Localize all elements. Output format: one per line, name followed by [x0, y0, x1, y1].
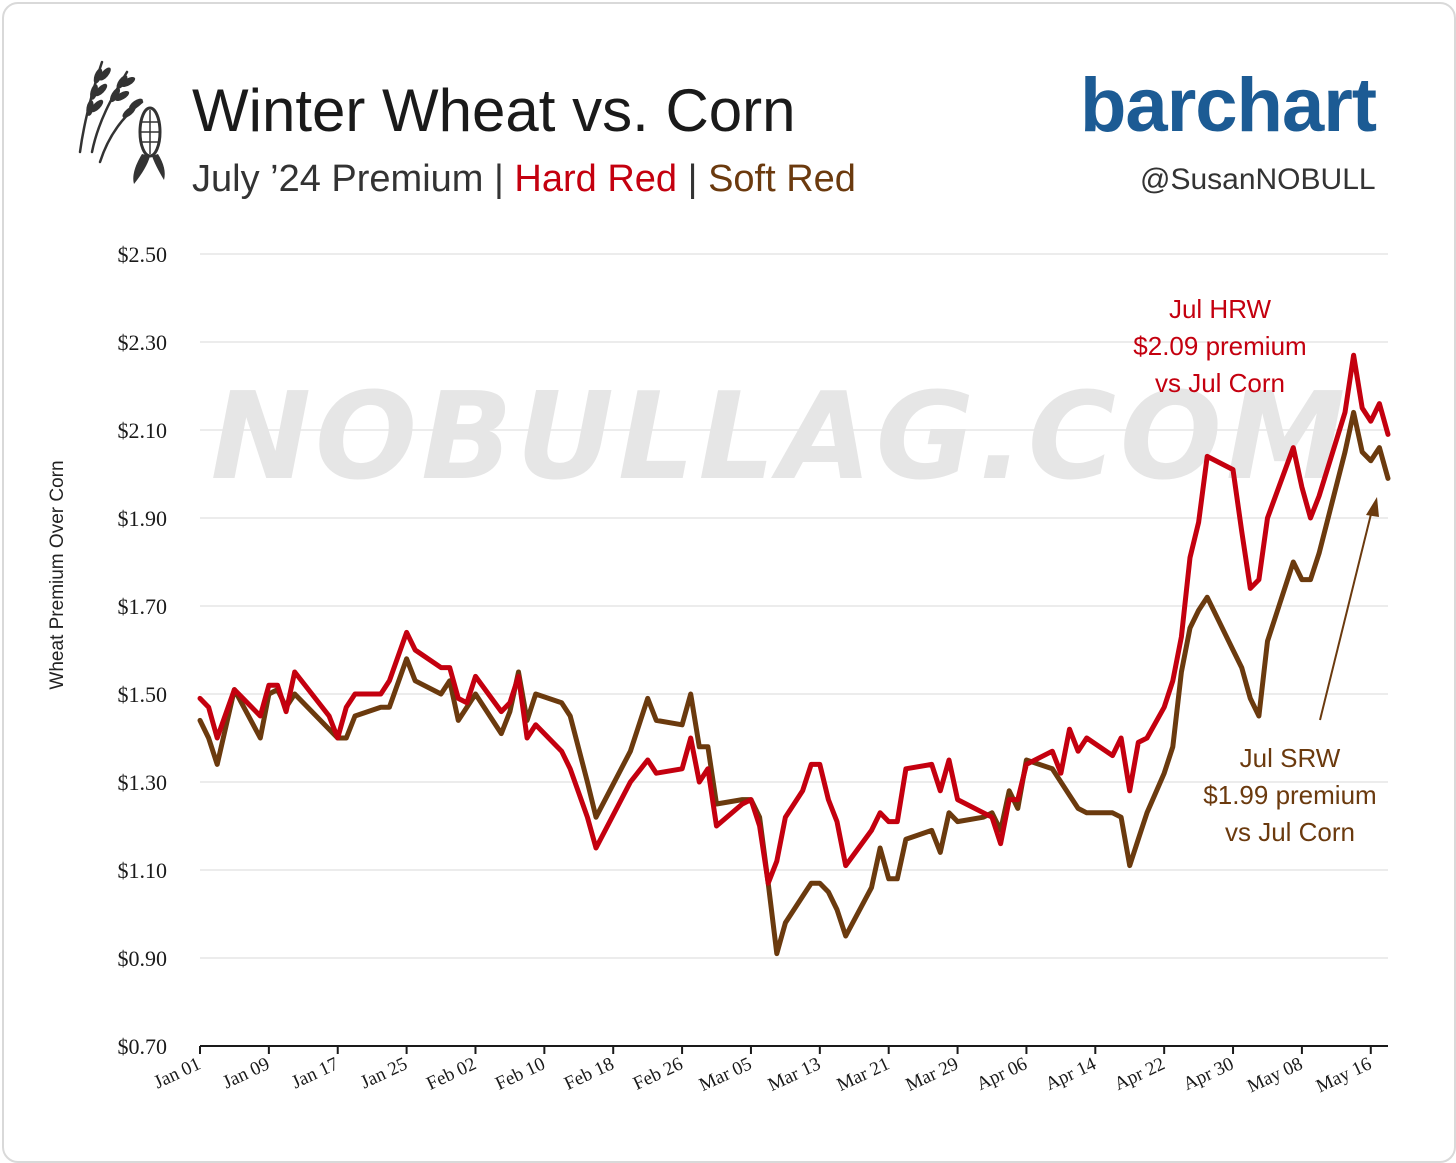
x-axis: Jan 01 Jan 09 Jan 17 Jan 25 Feb 02 Feb 10 Feb … [151, 1045, 1388, 1097]
hrw-annotation-label: Jul HRW [1169, 294, 1272, 324]
hrw-annotation-vs: vs Jul Corn [1155, 368, 1285, 398]
y-axis-label: Wheat Premium Over Corn [47, 460, 68, 689]
x-tick-label: Apr 14 [1042, 1053, 1100, 1095]
chart-title: Winter Wheat vs. Corn [192, 77, 796, 144]
subtitle-separator: | [687, 158, 698, 200]
x-tick-label: Feb 10 [492, 1053, 548, 1094]
y-tick-label: $0.70 [118, 1034, 168, 1059]
srw-annotation-label: Jul SRW [1240, 743, 1341, 773]
chart-subtitle: July ’24 Premium | Hard Red | Soft Red [192, 158, 856, 201]
x-tick-label: Apr 06 [973, 1053, 1030, 1095]
x-tick-label: Apr 22 [1111, 1053, 1168, 1095]
series-line-soft-red [197, 409, 1391, 957]
x-tick-label: Jan 09 [220, 1053, 273, 1093]
srw-annotation-vs: vs Jul Corn [1225, 817, 1355, 847]
srw-annotation: Jul SRW $1.99 premium vs Jul Corn [1203, 497, 1379, 847]
srw-annotation-arrowhead [1366, 497, 1379, 517]
x-tick-label: Mar 05 [696, 1053, 755, 1095]
x-tick-label: Jan 25 [357, 1053, 410, 1093]
x-tick-label: Mar 13 [765, 1053, 824, 1095]
y-tick-label: $1.90 [118, 506, 168, 531]
srw-annotation-arrow [1319, 509, 1373, 721]
x-tick-label: Apr 30 [1180, 1053, 1237, 1095]
x-tick-label: Feb 02 [423, 1053, 479, 1094]
series-line-hard-red [197, 352, 1391, 886]
y-tick-label: $2.10 [118, 418, 168, 443]
x-tick-label: Mar 21 [834, 1053, 893, 1095]
wheat-and-corn-icon [78, 60, 165, 184]
subtitle-hard-red: Hard Red [514, 158, 678, 200]
hrw-annotation-value: $2.09 premium [1133, 331, 1306, 361]
brand-logo: barchart [1080, 63, 1377, 148]
hrw-annotation: Jul HRW $2.09 premium vs Jul Corn [1133, 294, 1306, 398]
x-tick-label: Feb 18 [561, 1053, 617, 1094]
x-tick-label: May 16 [1313, 1053, 1375, 1097]
subtitle-soft-red: Soft Red [708, 158, 856, 200]
y-tick-label: $0.90 [118, 946, 168, 971]
x-tick-label: Jan 01 [151, 1053, 204, 1093]
srw-annotation-value: $1.99 premium [1203, 780, 1376, 810]
y-tick-label: $1.10 [118, 858, 168, 883]
watermark: NOBULLAG.COM [211, 368, 1350, 507]
author-handle: @SusanNOBULL [1140, 163, 1376, 196]
x-tick-label: May 08 [1244, 1053, 1306, 1097]
y-tick-label: $1.70 [118, 594, 168, 619]
subtitle-prefix: July ’24 Premium [192, 158, 484, 200]
subtitle-separator: | [493, 158, 504, 200]
x-tick-label: Jan 17 [288, 1053, 341, 1093]
y-tick-label: $1.50 [118, 682, 168, 707]
y-tick-label: $1.30 [118, 770, 168, 795]
y-axis-ticks: $2.50 $2.30 $2.10 $1.90 $1.70 $1.50 $1.30 $1.10… [118, 242, 168, 1059]
x-tick-label: Mar 29 [903, 1053, 962, 1095]
gridlines [200, 253, 1388, 959]
y-tick-label: $2.30 [118, 330, 168, 355]
series-lines [197, 352, 1391, 957]
y-tick-label: $2.50 [118, 242, 168, 267]
x-tick-label: Feb 26 [630, 1053, 686, 1094]
